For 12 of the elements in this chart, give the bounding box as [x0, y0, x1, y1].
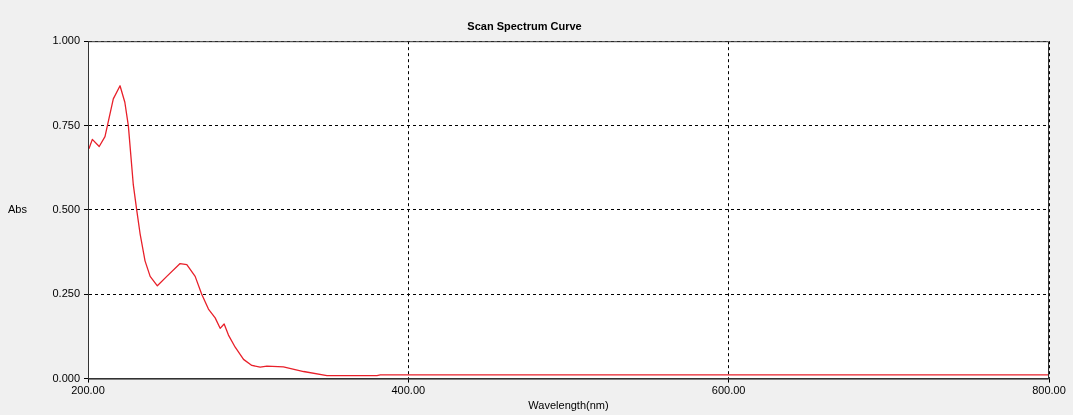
chart-title: Scan Spectrum Curve: [467, 19, 582, 32]
y-axis-title: Abs: [8, 202, 28, 215]
x-tick-label: 800.00: [1032, 384, 1066, 397]
y-tick-label: 0.750: [52, 118, 80, 131]
y-tick-label: 0.000: [52, 371, 80, 384]
x-tick-label: 200.00: [71, 384, 105, 397]
y-tick-label: 0.250: [52, 287, 80, 300]
y-tick-label: 0.500: [52, 202, 80, 215]
x-tick-label: 400.00: [391, 384, 426, 397]
x-tick-label: 600.00: [711, 384, 746, 397]
x-axis-title: Wavelength(nm): [528, 399, 609, 412]
y-tick-label: 1.000: [52, 34, 80, 47]
